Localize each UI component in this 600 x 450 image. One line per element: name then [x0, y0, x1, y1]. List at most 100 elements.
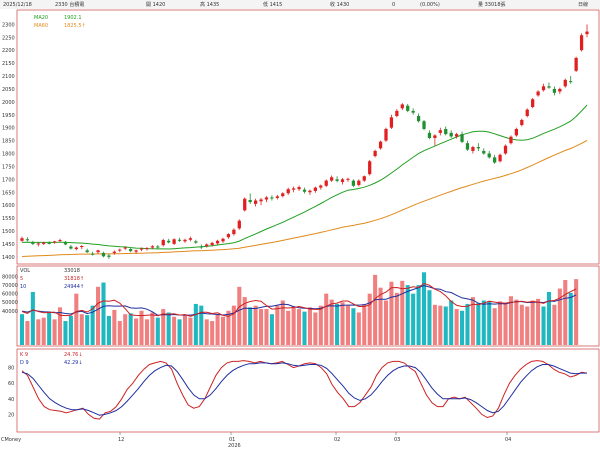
- volume-bar[interactable]: [57, 307, 63, 345]
- volume-bar[interactable]: [269, 314, 274, 345]
- candle-body[interactable]: [286, 189, 290, 194]
- volume-bar[interactable]: [313, 312, 318, 345]
- candle-body[interactable]: [36, 243, 40, 245]
- candle-body[interactable]: [243, 198, 247, 211]
- candle-body[interactable]: [253, 200, 258, 204]
- candle-body[interactable]: [487, 153, 491, 158]
- volume-bar[interactable]: [161, 309, 166, 345]
- candle-body[interactable]: [384, 128, 388, 141]
- volume-bar[interactable]: [536, 298, 541, 345]
- volume-bar[interactable]: [52, 319, 57, 345]
- candle-body[interactable]: [427, 132, 432, 138]
- volume-bar[interactable]: [351, 308, 356, 345]
- candle-body[interactable]: [411, 110, 415, 113]
- volume-bar[interactable]: [438, 305, 443, 345]
- candle-body[interactable]: [215, 240, 220, 244]
- volume-bar[interactable]: [487, 301, 492, 345]
- volume-bar[interactable]: [552, 304, 557, 345]
- candle-body[interactable]: [96, 250, 100, 253]
- volume-bar[interactable]: [144, 319, 149, 345]
- volume-bar[interactable]: [47, 312, 52, 345]
- candle-body[interactable]: [139, 248, 144, 250]
- candle-body[interactable]: [503, 145, 508, 154]
- volume-bar[interactable]: [172, 316, 177, 345]
- volume-bar[interactable]: [220, 316, 226, 345]
- candle-body[interactable]: [346, 178, 350, 180]
- candle-body[interactable]: [69, 246, 73, 249]
- volume-bar[interactable]: [117, 321, 122, 345]
- candle-body[interactable]: [531, 99, 535, 107]
- candle-body[interactable]: [31, 242, 35, 244]
- candle-body[interactable]: [378, 141, 383, 149]
- volume-bar[interactable]: [253, 305, 258, 345]
- volume-bar[interactable]: [454, 309, 459, 345]
- candle-body[interactable]: [324, 180, 328, 186]
- volume-bar[interactable]: [307, 307, 312, 345]
- candle-body[interactable]: [525, 109, 529, 117]
- volume-bar[interactable]: [302, 311, 307, 345]
- volume-bar[interactable]: [367, 293, 372, 345]
- scale-button[interactable]: CMoney: [1, 437, 21, 443]
- volume-bar[interactable]: [443, 306, 448, 346]
- volume-bar[interactable]: [465, 303, 470, 345]
- volume-bar[interactable]: [177, 319, 182, 345]
- volume-bar[interactable]: [400, 280, 405, 345]
- candle-body[interactable]: [118, 249, 122, 251]
- candle-body[interactable]: [357, 180, 361, 186]
- volume-bar[interactable]: [264, 309, 269, 345]
- candle-body[interactable]: [156, 246, 160, 248]
- candle-body[interactable]: [85, 250, 89, 253]
- candle-body[interactable]: [226, 234, 231, 238]
- candle-body[interactable]: [264, 197, 269, 200]
- candle-body[interactable]: [90, 253, 95, 255]
- volume-bar[interactable]: [530, 300, 535, 345]
- volume-bar[interactable]: [204, 319, 209, 345]
- volume-bar[interactable]: [79, 314, 84, 345]
- candle-body[interactable]: [444, 128, 448, 135]
- candle-body[interactable]: [493, 157, 497, 163]
- candle-body[interactable]: [433, 135, 437, 138]
- volume-bar[interactable]: [150, 312, 155, 345]
- candle-body[interactable]: [509, 136, 513, 144]
- candle-body[interactable]: [42, 242, 46, 244]
- volume-bar[interactable]: [226, 310, 231, 345]
- volume-bar[interactable]: [362, 303, 367, 345]
- candle-body[interactable]: [150, 246, 155, 248]
- candle-body[interactable]: [465, 143, 470, 150]
- candle-body[interactable]: [112, 251, 116, 253]
- volume-bar[interactable]: [546, 291, 552, 345]
- candle-body[interactable]: [259, 199, 263, 202]
- volume-bar[interactable]: [318, 305, 323, 345]
- volume-bar[interactable]: [96, 286, 101, 345]
- candle-body[interactable]: [270, 197, 274, 199]
- volume-bar[interactable]: [193, 303, 198, 345]
- candle-body[interactable]: [520, 119, 524, 126]
- volume-bar[interactable]: [248, 307, 253, 345]
- candle-body[interactable]: [389, 117, 394, 128]
- volume-bar[interactable]: [242, 297, 247, 345]
- candle-body[interactable]: [438, 130, 442, 133]
- volume-bar[interactable]: [188, 317, 193, 345]
- candle-body[interactable]: [308, 190, 312, 193]
- candle-body[interactable]: [199, 246, 203, 248]
- volume-bar[interactable]: [324, 293, 329, 345]
- candle-body[interactable]: [74, 247, 78, 250]
- candle-body[interactable]: [194, 241, 198, 243]
- candle-body[interactable]: [221, 238, 225, 242]
- volume-bar[interactable]: [498, 301, 503, 345]
- volume-bar[interactable]: [30, 291, 35, 345]
- candle-body[interactable]: [514, 128, 519, 136]
- volume-bar[interactable]: [481, 300, 486, 345]
- candle-body[interactable]: [232, 229, 236, 235]
- volume-bar[interactable]: [134, 318, 139, 345]
- volume-bar[interactable]: [519, 304, 524, 345]
- volume-bar[interactable]: [231, 305, 236, 345]
- candle-body[interactable]: [161, 240, 165, 246]
- candle-body[interactable]: [454, 134, 459, 137]
- candle-body[interactable]: [129, 249, 133, 252]
- candle-body[interactable]: [205, 244, 209, 246]
- volume-bar[interactable]: [90, 305, 95, 345]
- candle-body[interactable]: [498, 154, 502, 162]
- volume-bar[interactable]: [329, 299, 334, 345]
- candle-body[interactable]: [569, 81, 573, 83]
